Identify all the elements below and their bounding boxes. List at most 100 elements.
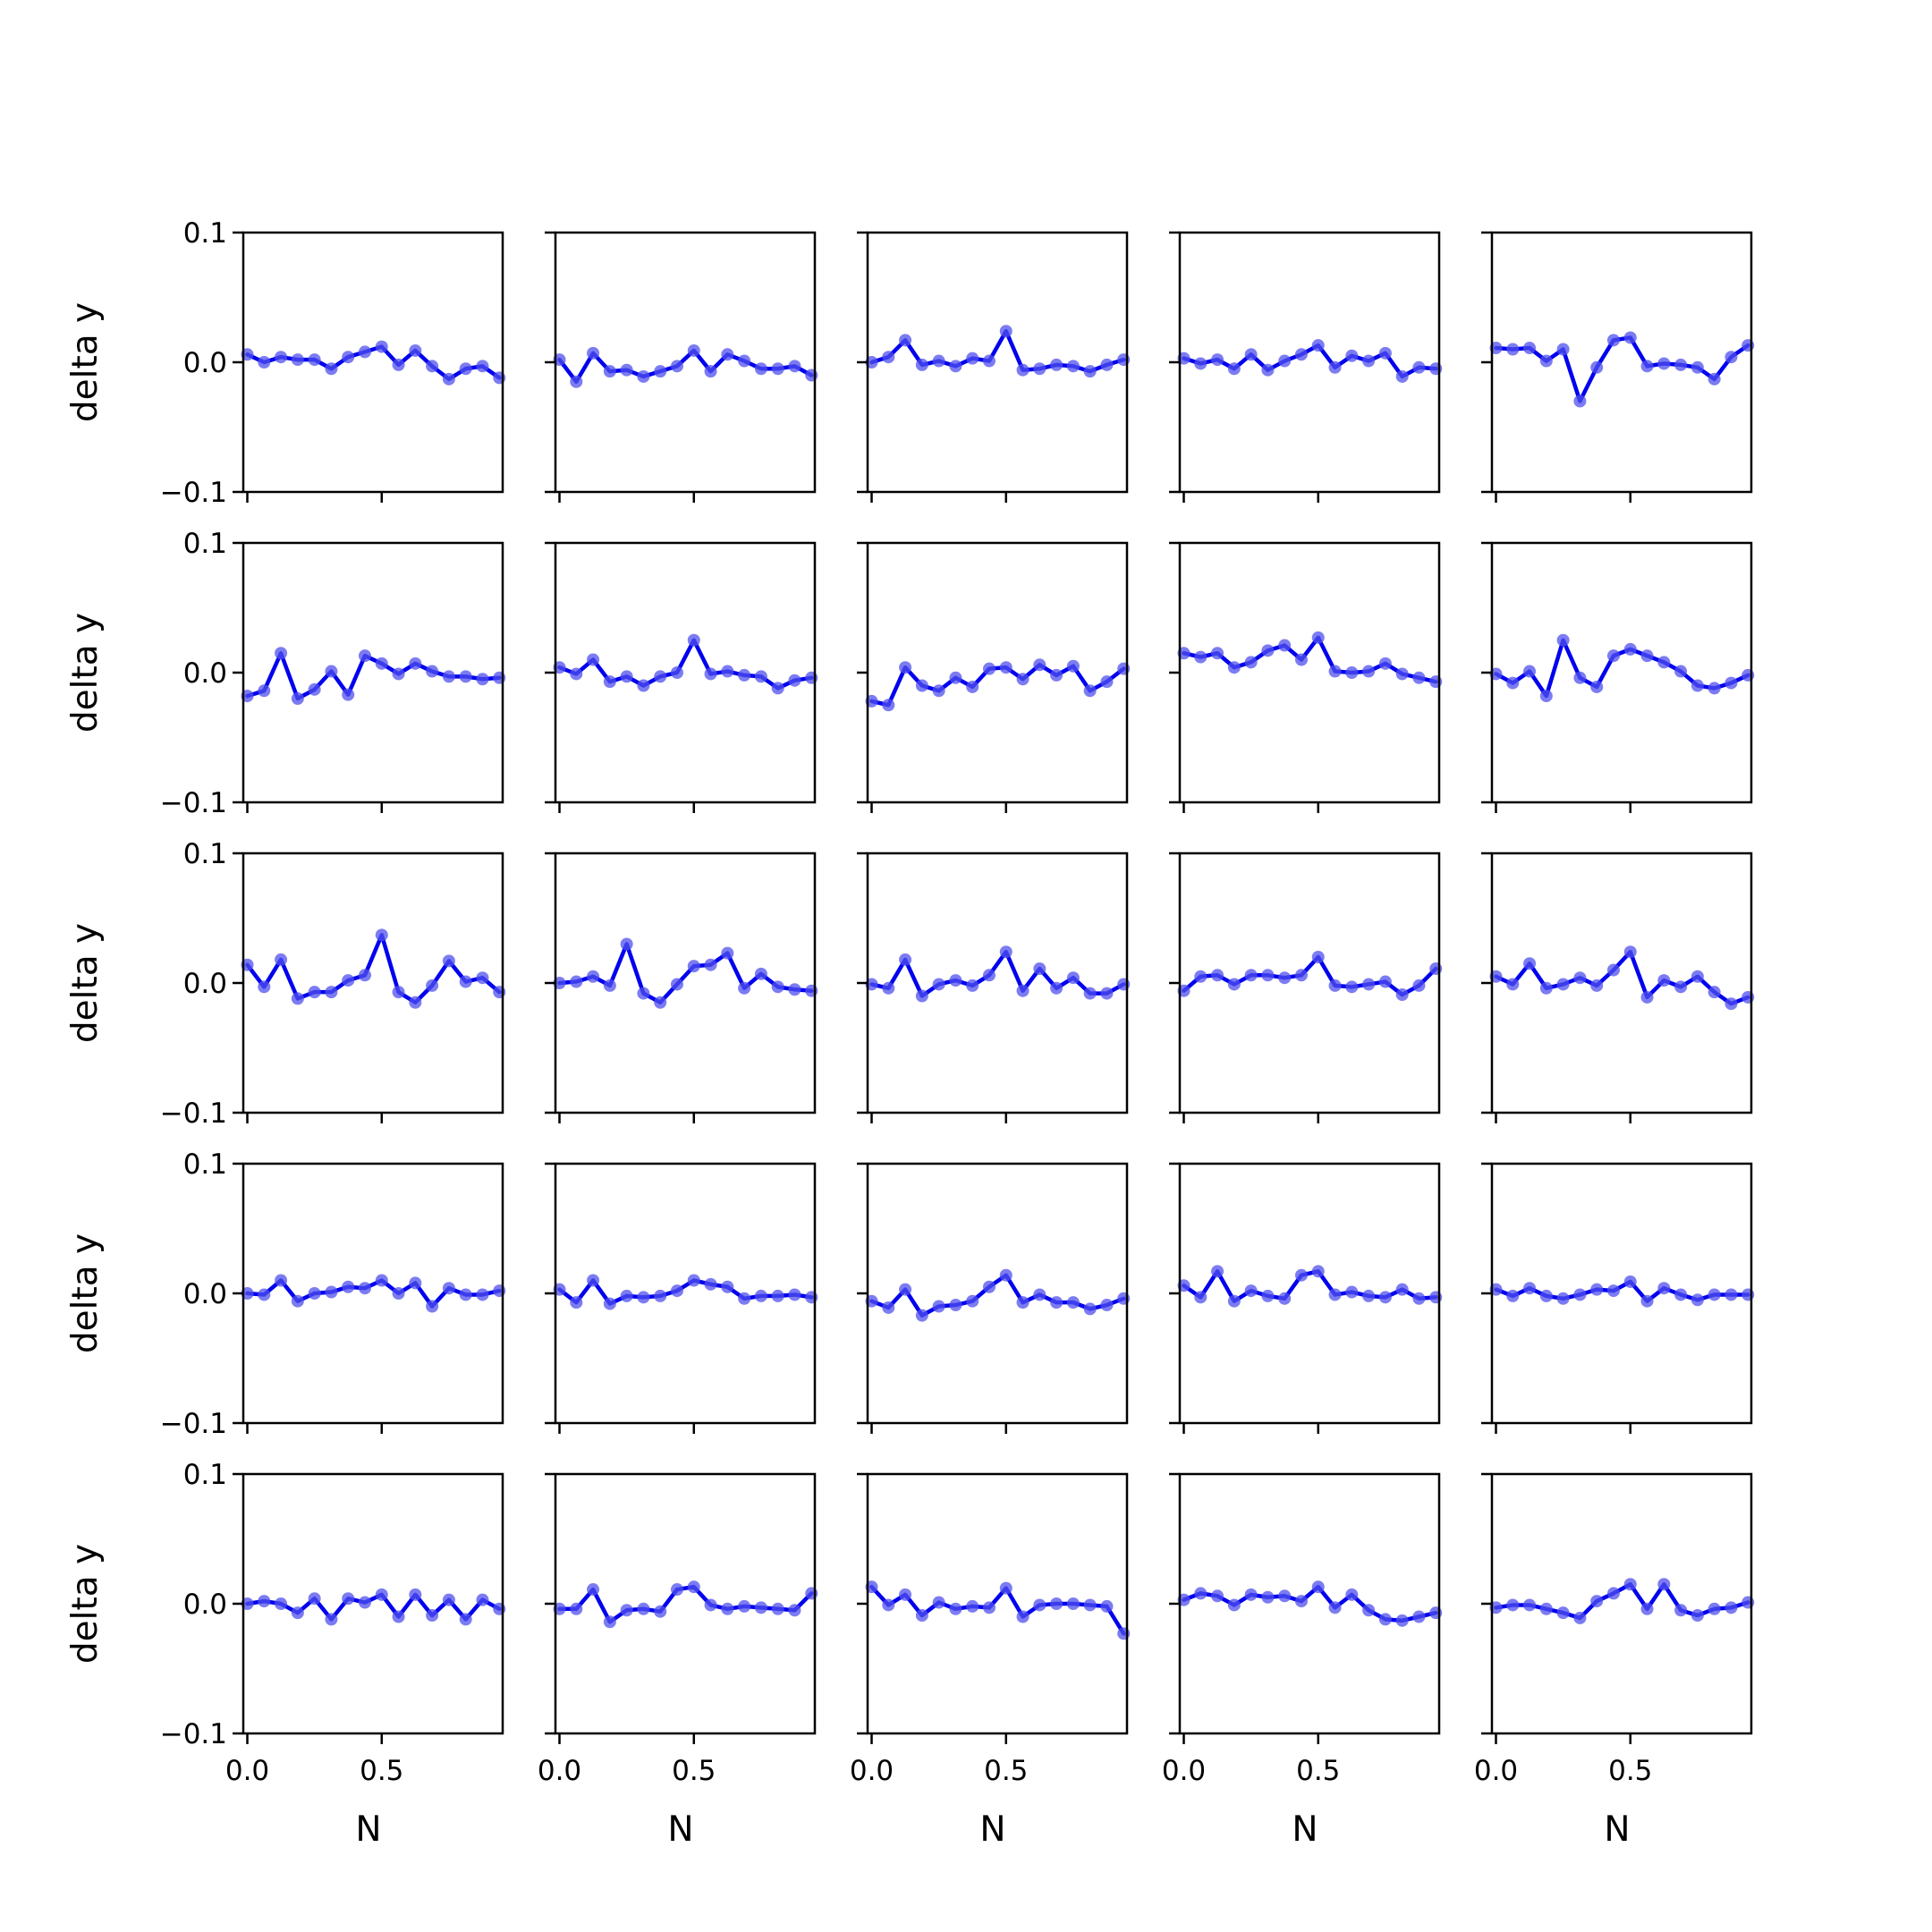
y-tick-label: −0.1: [160, 1097, 227, 1130]
data-point: [1227, 661, 1241, 674]
data-point: [1556, 978, 1570, 991]
data-point: [704, 1277, 717, 1291]
data-point: [1556, 1606, 1570, 1620]
data-point: [308, 1592, 321, 1606]
series-line: [869, 328, 1126, 374]
data-point: [1539, 1602, 1553, 1615]
data-point: [949, 360, 962, 373]
data-point: [1100, 987, 1114, 1000]
y-tick-label: −0.1: [160, 1408, 227, 1440]
data-point: [754, 670, 767, 683]
data-point: [1412, 979, 1426, 992]
data-point: [771, 682, 784, 695]
data-point: [426, 360, 439, 373]
data-point: [342, 351, 355, 364]
data-point: [1294, 1268, 1308, 1282]
data-point: [1690, 1293, 1704, 1307]
data-point: [670, 1583, 683, 1597]
data-point: [721, 1602, 734, 1615]
data-point: [788, 360, 801, 373]
data-point: [1657, 656, 1671, 669]
data-point: [1556, 1292, 1570, 1305]
data-point: [999, 1581, 1013, 1595]
y-tick-label: 0.0: [183, 1278, 227, 1310]
y-tick-label: 0.1: [183, 217, 227, 250]
data-point: [721, 665, 734, 678]
data-point: [1724, 1601, 1738, 1614]
series-line: [1494, 1279, 1750, 1303]
y-axis-label: delta y: [65, 923, 106, 1043]
data-point: [1506, 676, 1520, 690]
data-point: [1395, 1283, 1409, 1296]
data-point: [1506, 1289, 1520, 1302]
data-point: [1083, 365, 1097, 378]
data-point: [1294, 348, 1308, 361]
data-point: [342, 1592, 355, 1606]
data-point: [275, 1597, 288, 1610]
data-point: [1674, 1288, 1688, 1301]
data-point: [1690, 1609, 1704, 1623]
data-point: [738, 981, 751, 995]
y-tick-label: 0.0: [183, 968, 227, 1000]
data-point: [687, 960, 700, 973]
data-point: [687, 343, 700, 357]
data-point: [721, 348, 734, 361]
x-tick-label: 0.5: [984, 1755, 1028, 1787]
data-point: [442, 1593, 455, 1606]
series-line: [245, 1278, 502, 1309]
data-point: [375, 1588, 388, 1601]
y-tick-label: −0.1: [160, 477, 227, 509]
data-point: [915, 679, 928, 692]
data-point: [982, 1280, 996, 1293]
series-line: [557, 1278, 814, 1306]
data-point: [325, 362, 338, 376]
data-point: [392, 667, 405, 681]
data-point: [966, 1599, 979, 1613]
series-line: [245, 344, 502, 382]
data-point: [1261, 644, 1275, 657]
data-point: [1227, 1294, 1241, 1308]
x-tick-label: 0.0: [225, 1755, 269, 1787]
data-point: [1573, 1611, 1587, 1624]
data-point: [1261, 969, 1275, 982]
data-point: [670, 978, 683, 991]
subplot-r3-c4: [1481, 1162, 1755, 1434]
data-point: [258, 1288, 271, 1301]
data-point: [999, 661, 1013, 674]
y-tick-label: 0.1: [183, 528, 227, 560]
data-point: [476, 1593, 489, 1606]
data-point: [1066, 1296, 1080, 1309]
data-point: [1033, 658, 1046, 672]
data-point: [1294, 1595, 1308, 1608]
series-line: [557, 942, 814, 1004]
subplot-r2-c3: [1169, 852, 1443, 1123]
y-tick-label: −0.1: [160, 787, 227, 819]
data-point: [899, 661, 912, 674]
data-point: [932, 684, 945, 698]
series-line: [1182, 1269, 1438, 1303]
data-point: [1033, 362, 1046, 376]
data-point: [1640, 1602, 1654, 1615]
data-point: [587, 346, 600, 360]
data-point: [1623, 1578, 1637, 1591]
data-point: [1707, 1288, 1721, 1301]
data-point: [1278, 354, 1292, 368]
subplot-r2-c1: [545, 852, 818, 1123]
data-point: [1345, 349, 1359, 362]
data-point: [375, 657, 388, 670]
data-point: [275, 953, 288, 966]
data-point: [1378, 1613, 1392, 1626]
data-point: [932, 354, 945, 368]
x-tick-label: 0.5: [1296, 1755, 1340, 1787]
data-point: [721, 1280, 734, 1293]
data-point: [1539, 690, 1553, 703]
data-point: [1707, 1602, 1721, 1615]
data-point: [966, 1294, 979, 1308]
data-point: [915, 1609, 928, 1623]
data-point: [1328, 1601, 1342, 1614]
y-axis-label: delta y: [65, 613, 106, 733]
data-point: [392, 1610, 405, 1623]
data-point: [949, 671, 962, 684]
x-axis-label: N: [1292, 1809, 1318, 1850]
